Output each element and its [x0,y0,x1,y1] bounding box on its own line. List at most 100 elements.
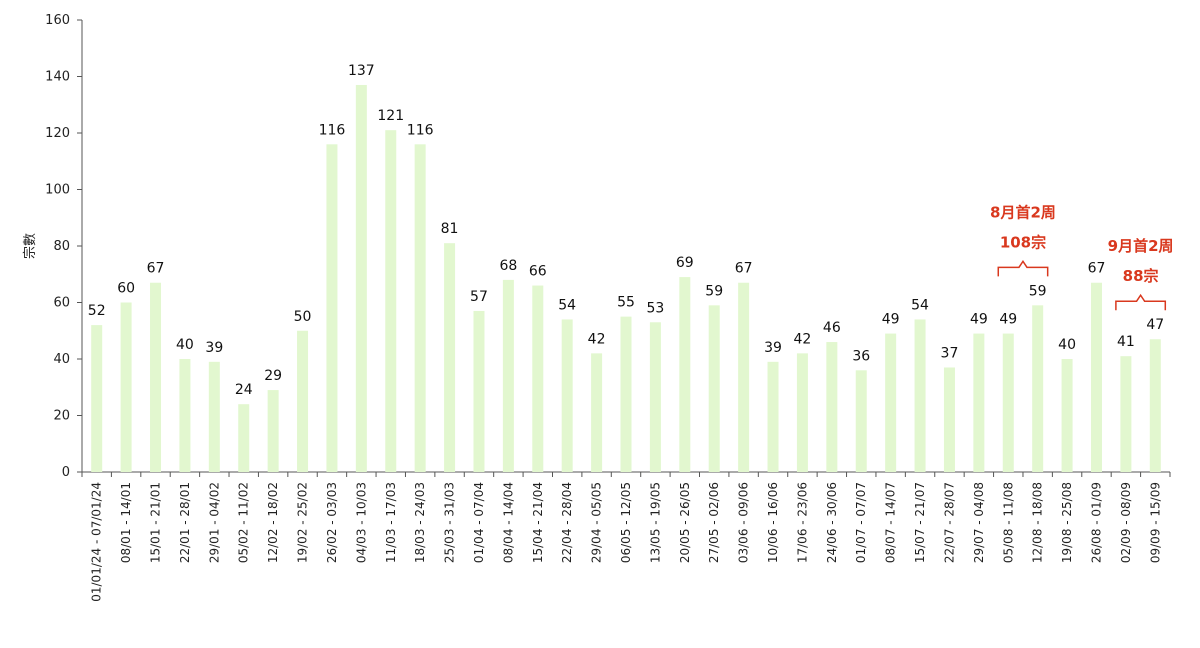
data-label: 121 [377,108,404,124]
x-tick-label: 18/03 - 24/03 [413,482,427,563]
x-tick-label: 05/08 - 11/08 [1001,482,1015,563]
x-tick-label: 20/05 - 26/05 [678,482,692,563]
bar [1090,282,1102,472]
x-tick-label: 12/02 - 18/02 [266,482,280,563]
data-label: 47 [1146,317,1164,333]
bar [297,330,309,472]
bar [620,316,632,472]
y-axis-label: 宗數 [22,233,38,259]
data-label: 59 [705,283,723,299]
x-tick-label: 22/04 - 28/04 [560,482,574,563]
x-tick-label: 06/05 - 12/05 [619,482,633,563]
bar [708,305,720,472]
bar [150,282,162,472]
y-tick-label: 40 [53,352,70,367]
x-tick-label: 01/04 - 07/04 [472,482,486,563]
data-label: 116 [407,122,434,138]
bar [1032,305,1044,472]
data-label: 137 [348,63,375,79]
x-tick-label: 26/08 - 01/09 [1089,482,1103,563]
x-tick-label: 19/08 - 25/08 [1060,482,1074,563]
x-tick-label: 29/04 - 05/05 [590,482,604,563]
bar [385,130,397,473]
annotation-bracket [997,259,1049,277]
data-label: 60 [117,281,135,297]
bar [208,361,220,472]
data-label: 54 [558,297,576,313]
bar [855,370,867,472]
bar [179,359,191,472]
x-tick-label: 08/04 - 14/04 [501,482,515,563]
x-tick-label: 29/07 - 04/08 [972,482,986,563]
bar [267,390,279,472]
bar [796,353,808,472]
data-label: 42 [588,331,606,347]
data-label: 36 [852,348,870,364]
y-tick-label: 60 [53,296,70,311]
y-tick-label: 20 [53,409,70,424]
x-tick-label: 13/05 - 19/05 [648,482,662,563]
x-tick-label: 27/05 - 02/06 [707,482,721,563]
data-label: 66 [529,264,547,280]
bar [120,302,132,472]
data-label: 59 [1029,283,1047,299]
data-label: 52 [88,303,106,319]
data-label: 67 [735,261,753,277]
y-tick-label: 80 [53,239,70,254]
bar [943,367,955,472]
data-label: 49 [999,312,1017,328]
data-label: 40 [176,337,194,353]
y-tick-label: 160 [45,13,70,28]
bar [649,322,661,472]
bar [91,325,103,472]
annotation-text: 9月首2周 [1108,237,1174,255]
x-tick-label: 15/01 - 21/01 [149,482,163,563]
data-label: 68 [499,258,517,274]
data-label: 50 [294,309,312,325]
x-tick-label: 24/06 - 30/06 [825,482,839,563]
x-tick-label: 25/03 - 31/03 [443,482,457,563]
data-label: 49 [882,312,900,328]
bar [414,144,426,473]
bar [679,277,691,472]
data-label: 46 [823,320,841,336]
y-tick-label: 120 [45,126,70,141]
bar [767,361,779,472]
annotations: 108宗 8月首2周 88宗 9月首2周 [990,203,1174,311]
x-tick-label: 11/03 - 17/03 [384,482,398,563]
bar [1149,339,1161,472]
x-tick-label: 05/02 - 11/02 [237,482,251,563]
x-tick-label: 04/03 - 10/03 [354,482,368,563]
axes: 0 20 40 60 80 100 120 140 160 宗數 [22,13,1171,480]
x-tick-label: 08/01 - 14/01 [119,482,133,563]
data-label: 57 [470,289,488,305]
data-label: 39 [764,340,782,356]
bar [326,144,338,473]
x-tick-labels: 01/01/24 - 07/01/24 08/01 - 14/01 15/01 - … [90,482,1163,602]
bar [591,353,603,472]
annotation-text: 108宗 [1000,233,1046,251]
data-label: 37 [941,345,959,361]
y-tick-label: 140 [45,70,70,85]
data-label: 69 [676,255,694,271]
bar [561,319,573,472]
bar [826,342,838,472]
bar [973,333,985,472]
bar [238,404,250,472]
data-label: 39 [205,340,223,356]
y-tick-label: 0 [62,465,70,480]
y-tick-label: 100 [45,183,70,198]
annotation-text: 88宗 [1123,267,1159,285]
bar [914,319,926,472]
bars [91,84,1161,473]
data-label: 54 [911,297,929,313]
x-tick-label: 03/06 - 09/06 [737,482,751,563]
data-label: 67 [147,261,165,277]
bar [1002,333,1014,472]
data-label: 116 [319,122,346,138]
x-tick-label: 19/02 - 25/02 [296,482,310,563]
data-label: 40 [1058,337,1076,353]
